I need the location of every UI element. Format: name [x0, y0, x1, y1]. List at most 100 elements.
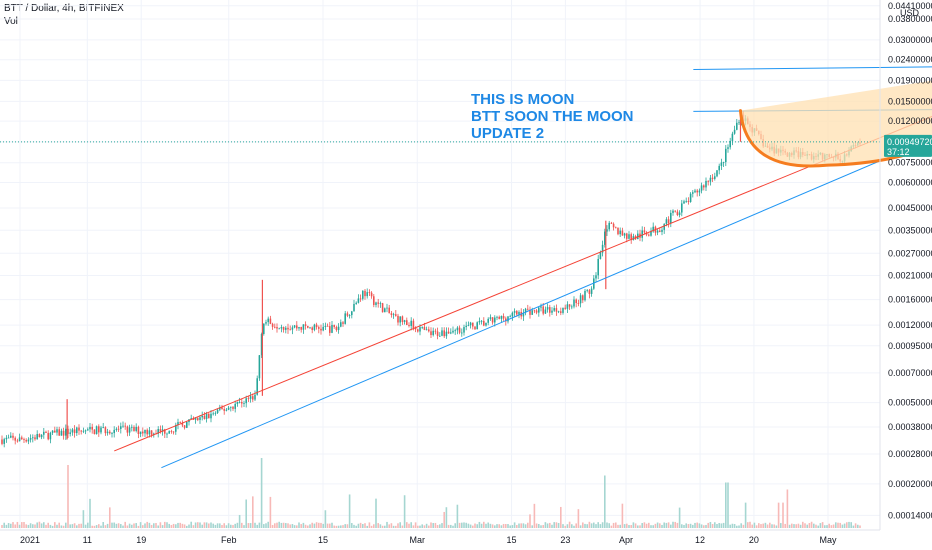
- candle-body: [700, 185, 703, 191]
- candle-body: [443, 330, 445, 337]
- volume-bar: [153, 523, 155, 528]
- volume-bar: [551, 524, 553, 528]
- volume-bar: [511, 525, 514, 528]
- volume-bar: [280, 522, 283, 528]
- candle-body: [386, 307, 388, 309]
- volume-bar: [256, 524, 258, 528]
- volume-bar: [329, 523, 331, 528]
- price-tick-label: 0.01900000: [888, 75, 932, 85]
- candle-body: [476, 322, 478, 330]
- candle-body: [736, 122, 738, 130]
- candle-body: [727, 147, 729, 149]
- candle-body: [667, 219, 670, 224]
- volume-bar: [98, 524, 100, 528]
- volume-bar: [557, 522, 560, 528]
- candle-body: [170, 431, 173, 432]
- candle-body: [51, 430, 54, 433]
- volume-bar: [170, 524, 173, 528]
- candle-body: [238, 402, 241, 403]
- volume-bar: [524, 524, 527, 528]
- candle-body: [93, 429, 96, 435]
- volume-bar: [777, 502, 780, 528]
- candle-body: [139, 431, 142, 434]
- volume-bar: [837, 522, 839, 528]
- volume-bar: [34, 524, 36, 528]
- candle-body: [216, 409, 219, 413]
- volume-bar: [113, 522, 115, 528]
- volume-bar: [544, 522, 547, 528]
- volume-bar: [271, 524, 274, 528]
- candle-body: [124, 425, 126, 427]
- volume-bar: [214, 524, 217, 528]
- volume-bar: [529, 514, 531, 528]
- volume-bar: [373, 524, 375, 528]
- candle-body: [511, 312, 514, 317]
- price-tick-label: 0.00028000: [888, 449, 932, 459]
- volume-bars: [1, 458, 861, 528]
- volume-bar: [819, 523, 822, 528]
- volume-bar: [487, 522, 489, 528]
- candle-body: [320, 328, 322, 331]
- candle-body: [469, 322, 472, 326]
- volume-bar: [584, 523, 586, 528]
- candle-body: [681, 203, 683, 213]
- volume-bar: [51, 525, 54, 528]
- candle-body: [161, 429, 164, 432]
- candle-body: [177, 422, 179, 425]
- candle-body: [353, 303, 355, 312]
- candle-body: [267, 318, 269, 323]
- candle-body: [256, 378, 258, 395]
- volume-bar: [731, 523, 734, 528]
- candle-body: [148, 430, 151, 435]
- volume-bar: [192, 525, 195, 528]
- candle-body: [692, 192, 694, 194]
- candle-body: [505, 318, 507, 322]
- volume-bar: [164, 521, 166, 528]
- volume-bar: [18, 524, 21, 528]
- volume-bar: [542, 525, 544, 528]
- price-tick-label: 0.02400000: [888, 55, 932, 65]
- volume-bar: [148, 522, 151, 528]
- candle-body: [597, 258, 599, 276]
- candle-body: [458, 327, 461, 333]
- volume-bar: [395, 525, 397, 528]
- volume-bar: [375, 498, 377, 528]
- candle-body: [553, 308, 555, 311]
- volume-bar: [430, 522, 432, 528]
- volume-bar: [764, 522, 767, 528]
- volume-bar: [135, 523, 137, 528]
- volume-bar: [553, 522, 555, 528]
- volume-bar: [84, 524, 87, 528]
- volume-bar: [489, 523, 492, 528]
- candle-body: [190, 418, 192, 420]
- volume-bar: [188, 524, 190, 528]
- volume-bar: [243, 525, 245, 528]
- candle-body: [133, 426, 135, 431]
- candle-body: [498, 316, 500, 319]
- volume-bar: [56, 524, 58, 528]
- candle-body: [586, 290, 588, 292]
- volume-bar: [7, 523, 10, 528]
- volume-bar: [652, 525, 654, 528]
- candle-body: [612, 223, 615, 228]
- volume-bar: [313, 523, 316, 528]
- candle-body: [718, 165, 720, 171]
- volume-bar: [223, 523, 225, 528]
- volume-bar: [799, 524, 802, 528]
- volume-bar: [599, 524, 602, 528]
- candle-body: [430, 331, 432, 336]
- bar-countdown: 37:12: [887, 147, 910, 157]
- volume-bar: [208, 523, 210, 528]
- candle-body: [208, 413, 210, 419]
- volume-bar: [494, 525, 496, 528]
- volume-bar: [410, 522, 412, 528]
- candle-body: [137, 426, 140, 434]
- time-axis: 2021 11 19 Feb 15 Mar 15 23 Apr 12 20 May: [0, 529, 880, 545]
- volume-bar: [852, 525, 855, 528]
- candle-body: [373, 296, 375, 305]
- candle-body: [89, 426, 91, 430]
- candle-body: [67, 428, 69, 434]
- candle-body: [694, 190, 696, 193]
- volume-bar: [166, 522, 168, 528]
